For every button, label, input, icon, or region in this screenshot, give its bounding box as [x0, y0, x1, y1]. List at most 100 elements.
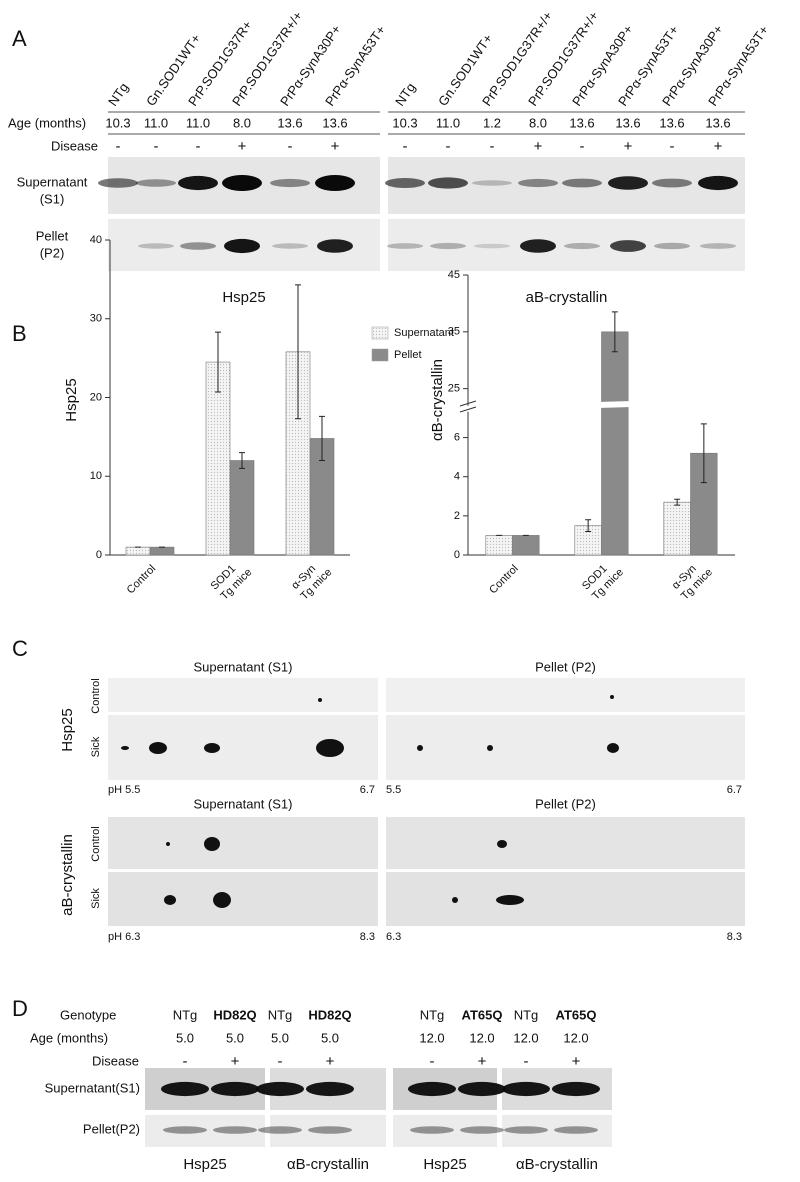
- blot-band: [222, 175, 262, 191]
- age-value: 13.6: [659, 115, 684, 130]
- gel-sick: [386, 715, 745, 780]
- y-tick-label: 4: [454, 471, 460, 483]
- protein-label: Hsp25: [183, 1156, 226, 1173]
- age-value: 5.0: [321, 1030, 339, 1045]
- bar: [205, 361, 231, 556]
- age-value: 13.6: [569, 115, 594, 130]
- age-value: 8.0: [529, 115, 547, 130]
- protein-label: αB-crystallin: [287, 1156, 369, 1173]
- disease-value: +: [238, 138, 247, 155]
- genotype-value: NTg: [514, 1007, 539, 1022]
- gel-control: [386, 817, 745, 869]
- disease-value: +: [478, 1053, 487, 1070]
- blot-band: [178, 175, 218, 191]
- x-tick-label: SOD1Tg mice: [208, 556, 254, 602]
- disease-value: -: [490, 138, 495, 155]
- disease-value: -: [116, 138, 121, 155]
- ph-label: pH 5.5: [108, 784, 140, 796]
- disease-value: -: [580, 138, 585, 155]
- error-bar: [674, 498, 681, 506]
- panel-label: B: [12, 321, 27, 346]
- age-value: 13.6: [277, 115, 302, 130]
- disease-value: -: [446, 138, 451, 155]
- age-value: 12.0: [419, 1030, 444, 1045]
- disease-label: Disease: [51, 138, 98, 153]
- blot-band: [460, 1126, 504, 1134]
- age-value: 1.2: [483, 115, 501, 130]
- blot-band: [610, 240, 646, 252]
- blot-band: [518, 178, 558, 188]
- row-label: Control: [90, 678, 102, 713]
- age-value: 5.0: [226, 1030, 244, 1045]
- row-label: Pellet: [36, 228, 69, 243]
- column-title: Pellet (P2): [535, 659, 596, 674]
- age-value: 10.3: [392, 115, 417, 130]
- gel-spot: [204, 837, 220, 851]
- gel-spot: [497, 840, 507, 848]
- gel-spot: [318, 698, 322, 702]
- age-value: 13.6: [322, 115, 347, 130]
- gel-spot: [316, 739, 344, 757]
- legend-label: Supernatant: [394, 327, 454, 339]
- gel-spot: [487, 745, 493, 751]
- blot-band: [211, 1081, 259, 1097]
- blot-band: [504, 1126, 548, 1134]
- panel-label: D: [12, 996, 28, 1021]
- blot-band: [270, 178, 310, 188]
- x-tick-label: α-SynTg mice: [288, 556, 334, 602]
- lane-label: NTg: [392, 80, 418, 109]
- gel-spot: [417, 745, 423, 751]
- row-label: Control: [90, 826, 102, 861]
- blot-band: [408, 1081, 456, 1097]
- x-tick-label: α-SynTg mice: [669, 556, 715, 602]
- ph-label: 6.3: [386, 931, 401, 943]
- ph-label: pH 6.3: [108, 931, 140, 943]
- blot-band: [472, 180, 512, 186]
- blot-pellet: [270, 1115, 386, 1147]
- blot-pellet: [388, 219, 745, 271]
- disease-value: +: [714, 138, 723, 155]
- protein-label: aB-crystallin: [59, 834, 76, 916]
- blot-band: [258, 1126, 302, 1134]
- blot-band: [552, 1081, 600, 1097]
- y-tick-label: 45: [448, 269, 460, 281]
- y-tick-label: 0: [454, 549, 460, 561]
- legend-swatch: [371, 348, 389, 362]
- blot-band: [474, 243, 510, 249]
- blot-band: [652, 178, 692, 188]
- bar: [125, 546, 151, 556]
- row-label: Supernatant(S1): [45, 1080, 140, 1095]
- blot-band: [410, 1126, 454, 1134]
- panel-label: A: [12, 26, 27, 51]
- gel-spot: [166, 842, 170, 846]
- row-label: (S1): [40, 191, 65, 206]
- blot-band: [654, 242, 690, 250]
- error-bar: [319, 415, 325, 461]
- gel-spot: [610, 695, 614, 699]
- blot-band: [163, 1126, 207, 1134]
- error-bar: [215, 331, 221, 393]
- blot-band: [430, 242, 466, 250]
- age-value: 11.0: [144, 115, 168, 130]
- protein-label: Hsp25: [423, 1156, 466, 1173]
- error-bar: [295, 284, 301, 420]
- gel-sick: [108, 872, 378, 926]
- age-value: 13.6: [615, 115, 640, 130]
- blot-band: [317, 239, 353, 253]
- lane-label: NTg: [105, 80, 131, 109]
- blot-band: [502, 1081, 550, 1097]
- protein-label: αB-crystallin: [516, 1156, 598, 1173]
- x-tick-label: Control: [125, 563, 159, 597]
- gel-spot: [213, 892, 231, 908]
- disease-value: -: [154, 138, 159, 155]
- blot-band: [387, 243, 423, 249]
- y-axis-label: Hsp25: [63, 378, 80, 421]
- protein-label: Hsp25: [59, 708, 76, 751]
- y-tick-label: 20: [90, 391, 102, 403]
- age-value: 12.0: [563, 1030, 588, 1045]
- blot-pellet: [145, 1115, 265, 1147]
- bar: [485, 535, 513, 556]
- disease-value: +: [572, 1053, 581, 1070]
- disease-value: -: [524, 1053, 529, 1070]
- x-tick-label: Control: [487, 563, 521, 597]
